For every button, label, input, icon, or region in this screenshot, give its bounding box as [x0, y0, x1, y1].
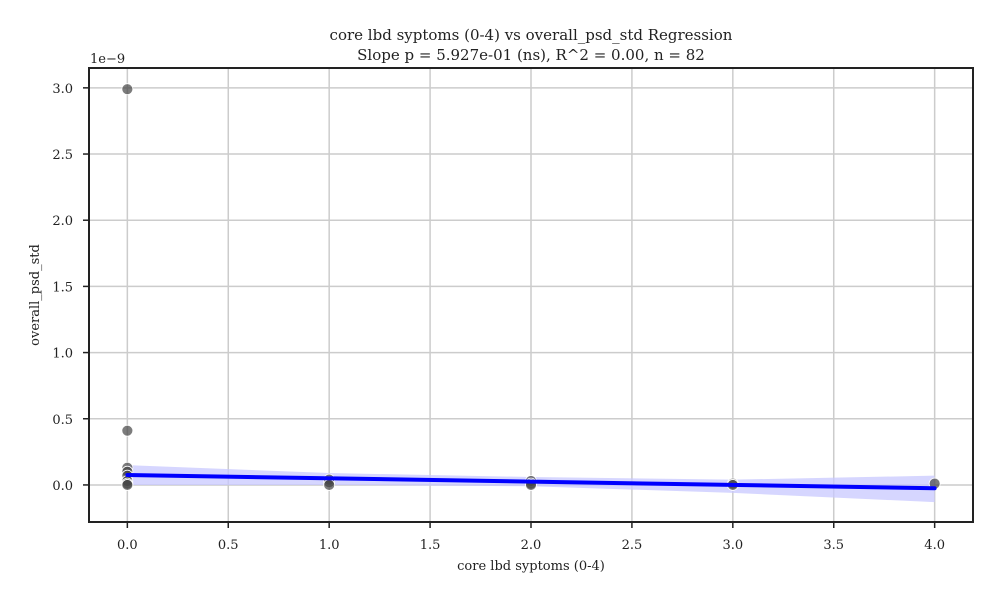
y-tick-label: 0.0 — [52, 479, 73, 494]
y-axis-label: overall_psd_std — [28, 244, 43, 346]
x-axis-label: core lbd syptoms (0-4) — [457, 559, 605, 574]
y-offset-label: 1e−9 — [90, 52, 125, 67]
data-point — [121, 479, 134, 491]
y-tick-label: 2.5 — [52, 148, 73, 163]
x-tick-label: 0.5 — [218, 538, 239, 553]
x-tick-label: 0.0 — [117, 538, 138, 553]
x-tick-label: 2.5 — [622, 538, 643, 553]
x-tick-label: 4.0 — [924, 538, 945, 553]
data-point — [121, 424, 134, 437]
x-tick-label: 3.5 — [823, 538, 844, 553]
x-tick-label: 3.0 — [722, 538, 743, 553]
data-point — [323, 479, 336, 491]
x-tick-label: 1.5 — [420, 538, 441, 553]
x-tick-label: 1.0 — [319, 538, 340, 553]
regression-line — [125, 473, 937, 491]
regression-line-group — [125, 473, 937, 491]
chart-title: core lbd syptoms (0-4) vs overall_psd_st… — [330, 26, 733, 44]
y-tick-label: 0.5 — [52, 413, 73, 428]
y-tick-label: 2.0 — [52, 214, 73, 229]
y-tick-label: 3.0 — [52, 82, 73, 97]
x-tick-label: 2.0 — [521, 538, 542, 553]
data-point — [121, 83, 134, 96]
x-axis-ticks: 0.0 0.5 1.0 1.5 2.0 2.5 3.0 3.5 4.0 — [117, 522, 945, 553]
y-tick-label: 1.5 — [52, 280, 73, 295]
y-tick-label: 1.0 — [52, 347, 73, 362]
grid-lines — [89, 68, 973, 522]
y-axis-ticks: 0.0 0.5 1.0 1.5 2.0 2.5 3.0 — [52, 82, 89, 494]
chart-subtitle: Slope p = 5.927e-01 (ns), R^2 = 0.00, n … — [357, 46, 705, 64]
